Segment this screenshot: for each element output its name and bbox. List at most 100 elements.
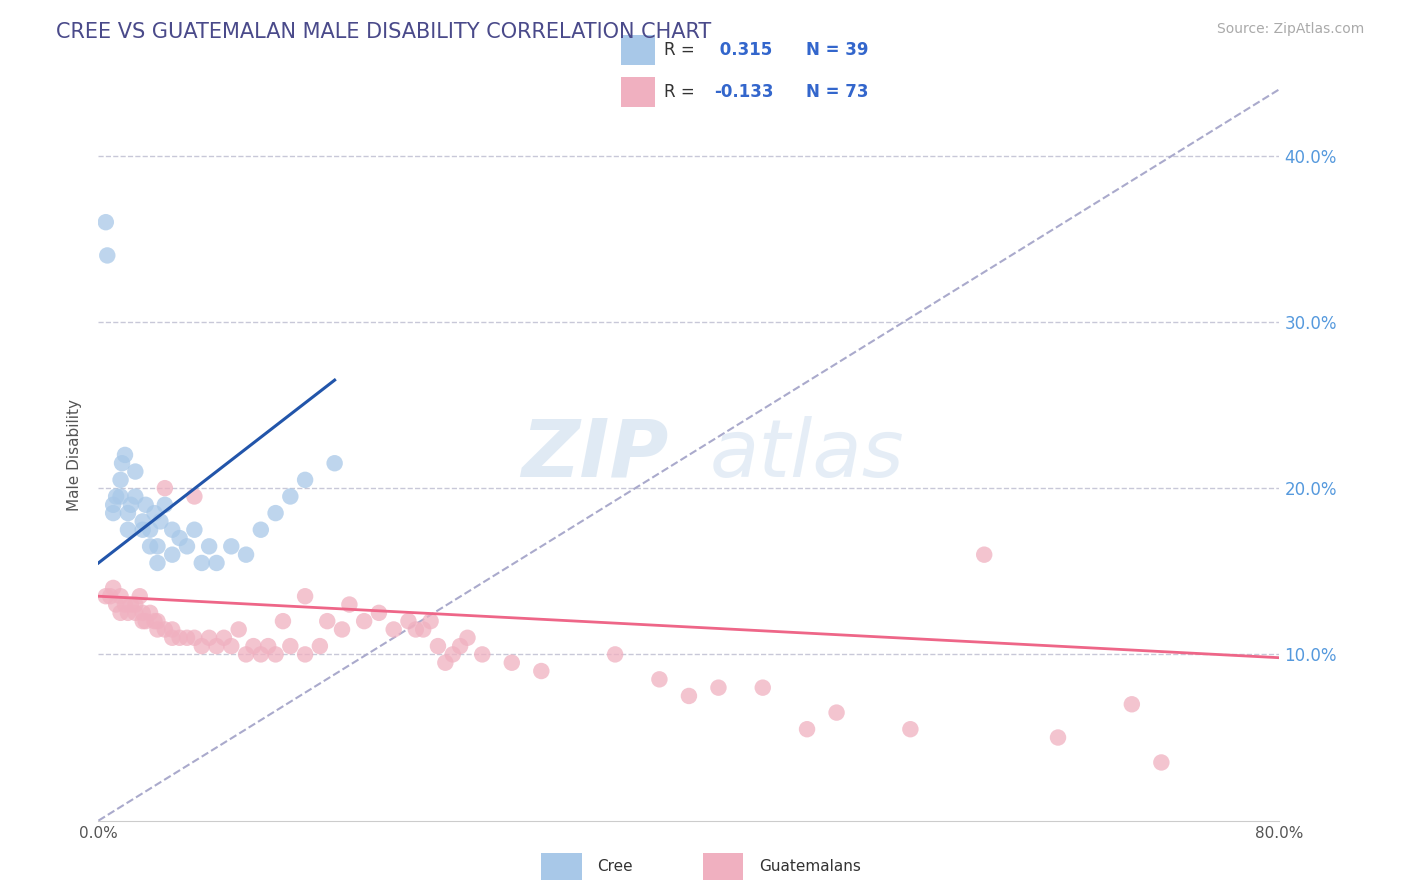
Point (135, 614, 157, 628)
Text: Guatemalans: Guatemalans (759, 859, 860, 873)
Point (309, 639, 332, 653)
Point (132, 614, 155, 628)
Point (162, 523, 183, 537)
Point (605, 648, 627, 662)
Text: -0.133: -0.133 (714, 83, 773, 101)
Point (139, 606, 162, 620)
Point (316, 614, 339, 628)
Point (153, 498, 176, 512)
Point (434, 656, 457, 670)
Text: ZIP: ZIP (520, 416, 668, 494)
Point (825, 706, 848, 720)
Point (153, 481, 176, 495)
Point (405, 623, 427, 637)
Point (128, 589, 150, 603)
Point (205, 639, 228, 653)
Point (198, 539, 221, 553)
Point (250, 648, 273, 662)
Point (105, 598, 128, 612)
Point (162, 631, 183, 645)
Point (396, 614, 419, 628)
Point (117, 506, 139, 520)
FancyBboxPatch shape (621, 77, 655, 107)
Point (264, 648, 287, 662)
Point (219, 539, 242, 553)
Point (94, 215, 117, 229)
Text: 0.315: 0.315 (714, 41, 772, 59)
Text: CREE VS GUATEMALAN MALE DISABILITY CORRELATION CHART: CREE VS GUATEMALAN MALE DISABILITY CORRE… (56, 22, 711, 42)
Point (153, 623, 176, 637)
Point (124, 606, 146, 620)
Point (323, 456, 346, 470)
Point (143, 506, 166, 520)
Point (94, 589, 117, 603)
Point (382, 623, 405, 637)
Point (103, 506, 125, 520)
Point (501, 656, 523, 670)
Point (796, 723, 818, 737)
Point (1121, 698, 1143, 712)
Point (278, 490, 302, 504)
Point (191, 556, 214, 570)
FancyBboxPatch shape (541, 853, 582, 880)
Point (110, 490, 132, 504)
Point (169, 631, 191, 645)
Point (294, 648, 316, 662)
Point (110, 473, 132, 487)
Point (162, 623, 183, 637)
Point (294, 589, 316, 603)
Point (648, 673, 671, 687)
Text: Cree: Cree (596, 859, 633, 873)
Point (132, 606, 155, 620)
Point (98, 589, 121, 603)
Point (111, 456, 134, 470)
Point (103, 498, 125, 512)
Point (330, 623, 353, 637)
Point (456, 631, 478, 645)
Text: N = 39: N = 39 (807, 41, 869, 59)
Point (427, 639, 450, 653)
Point (139, 539, 162, 553)
Point (900, 723, 922, 737)
Text: N = 73: N = 73 (807, 83, 869, 101)
Point (96, 248, 118, 262)
Point (176, 631, 198, 645)
Point (114, 448, 136, 462)
Text: atlas: atlas (710, 416, 904, 494)
Point (250, 523, 273, 537)
Point (191, 639, 214, 653)
FancyBboxPatch shape (621, 35, 655, 65)
Point (120, 498, 142, 512)
Y-axis label: Male Disability: Male Disability (67, 399, 83, 511)
Point (135, 498, 157, 512)
Point (449, 639, 471, 653)
Point (183, 523, 205, 537)
Point (146, 556, 169, 570)
Point (124, 490, 146, 504)
Point (419, 614, 441, 628)
Point (1046, 731, 1069, 745)
Point (176, 539, 198, 553)
Point (124, 598, 146, 612)
Point (117, 606, 139, 620)
Point (257, 639, 280, 653)
Point (264, 506, 287, 520)
Point (441, 648, 464, 662)
Point (339, 598, 360, 612)
Point (110, 589, 132, 603)
Point (751, 681, 773, 695)
Point (162, 548, 183, 562)
Point (198, 631, 221, 645)
Point (143, 614, 166, 628)
Point (117, 523, 139, 537)
Point (412, 623, 434, 637)
Point (235, 548, 257, 562)
Point (114, 598, 136, 612)
Point (271, 614, 294, 628)
Point (149, 515, 172, 529)
Point (139, 523, 162, 537)
Point (278, 639, 302, 653)
Point (146, 614, 169, 628)
Point (294, 473, 316, 487)
Point (105, 490, 128, 504)
